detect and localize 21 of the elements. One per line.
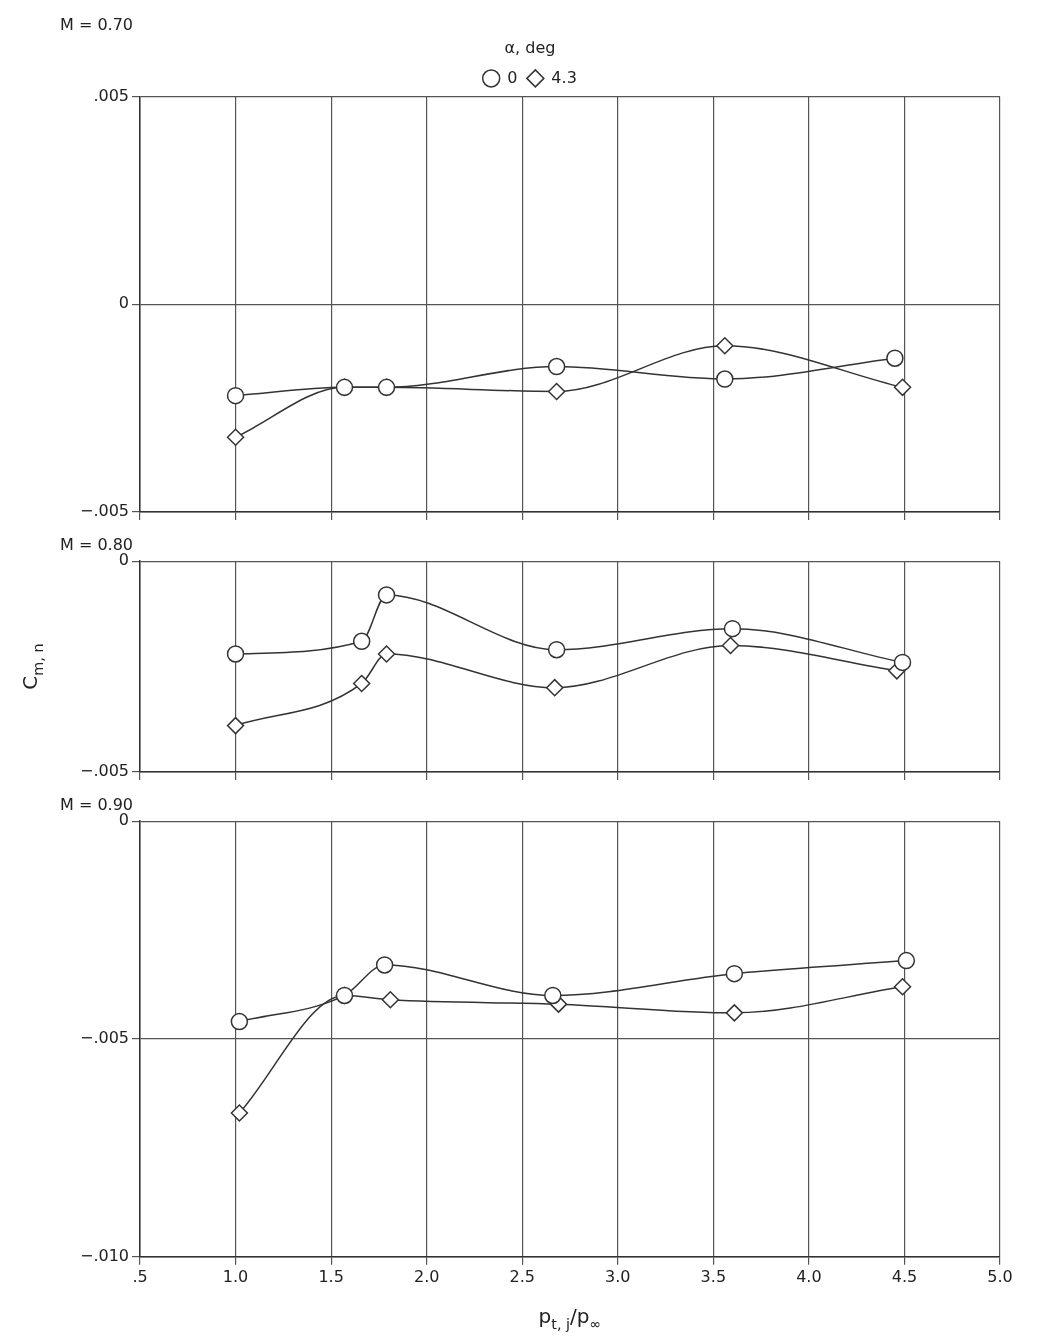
- x-tick-label: 5.0: [987, 1266, 1013, 1286]
- x-tick-label: 3.0: [605, 1266, 631, 1286]
- y-tick-label: −.010: [79, 1245, 129, 1265]
- y-tick-label: 0: [118, 293, 129, 313]
- x-tick-label: 1.5: [318, 1266, 344, 1286]
- x-tick-label: 1.0: [222, 1266, 249, 1286]
- chart-title: M = 0.70: [60, 14, 134, 34]
- y-tick-label: −.005: [79, 1028, 129, 1048]
- x-tick-label: 4.5: [891, 1266, 918, 1286]
- y-tick-label: .005: [93, 85, 129, 105]
- legend-label: 4.3: [551, 67, 577, 87]
- y-axis-title: Cm, n: [18, 643, 46, 690]
- legend-label: 0: [507, 67, 518, 87]
- x-tick-label: 4.0: [796, 1266, 822, 1286]
- legend-title: α, deg: [504, 38, 556, 58]
- x-tick-label: .5: [132, 1266, 148, 1286]
- x-tick-label: 2.0: [413, 1266, 440, 1286]
- x-tick-label: 3.5: [700, 1266, 727, 1286]
- y-tick-label: −.005: [79, 761, 129, 781]
- x-tick-label: 2.5: [509, 1266, 535, 1286]
- y-tick-label: −.005: [79, 501, 129, 521]
